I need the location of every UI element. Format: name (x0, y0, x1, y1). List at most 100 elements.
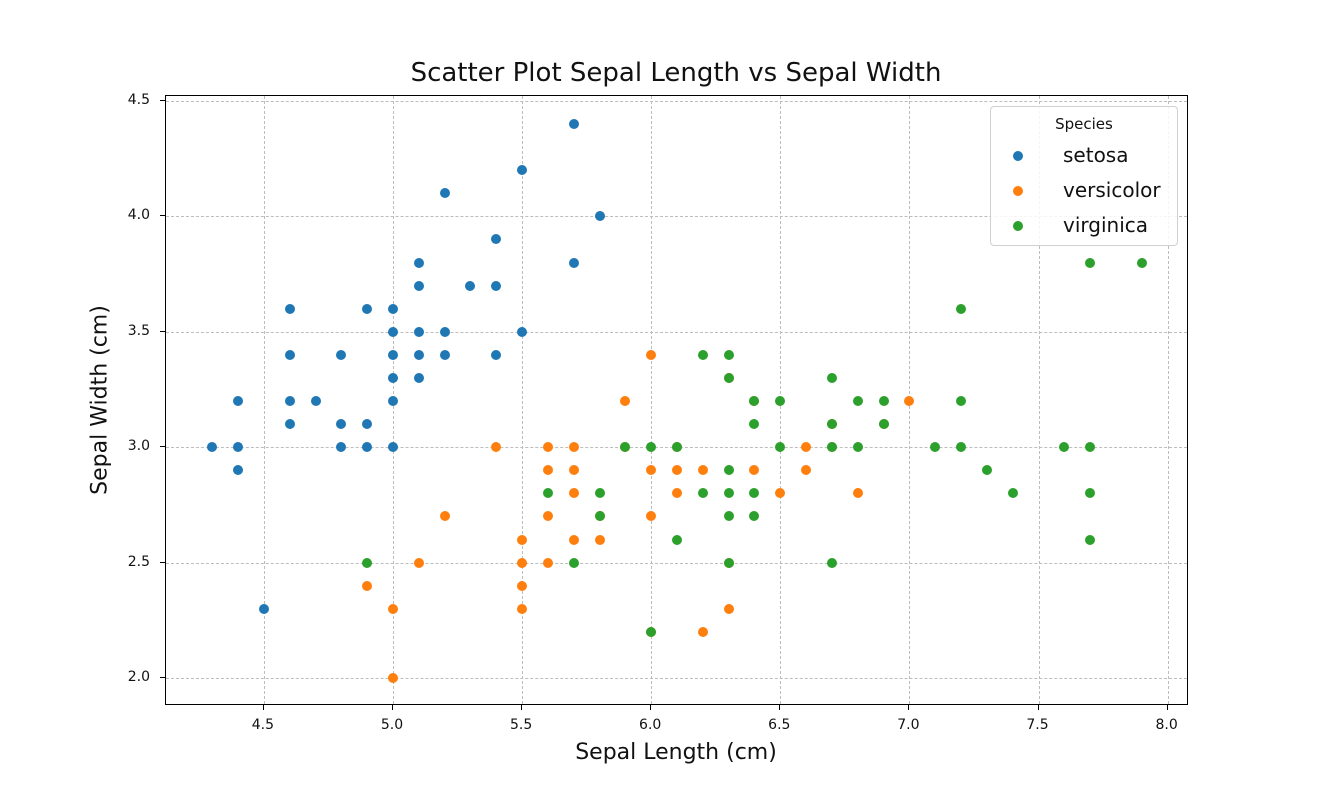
legend-item-virginica: virginica (991, 211, 1177, 241)
y-tick-label: 2.5 (127, 553, 150, 570)
data-point-versicolor (542, 465, 553, 476)
data-point-versicolor (542, 557, 553, 568)
x-tick-label: 5.5 (509, 717, 533, 733)
data-point-virginica (723, 372, 734, 383)
data-point-setosa (258, 603, 269, 614)
data-point-versicolor (491, 442, 502, 453)
y-tick-mark (160, 446, 165, 448)
x-tick-mark (521, 705, 523, 710)
data-point-setosa (336, 442, 347, 453)
data-point-versicolor (801, 442, 812, 453)
data-point-virginica (878, 419, 889, 430)
data-point-versicolor (542, 511, 553, 522)
data-point-virginica (697, 349, 708, 360)
x-tick-mark (650, 705, 652, 710)
x-gridline (651, 96, 653, 704)
data-point-virginica (826, 419, 837, 430)
data-point-setosa (336, 419, 347, 430)
data-point-setosa (517, 326, 528, 337)
data-point-versicolor (568, 488, 579, 499)
y-axis-label: Sepal Width (cm) (87, 305, 113, 495)
data-point-versicolor (697, 626, 708, 637)
data-point-versicolor (801, 465, 812, 476)
chart-title: Scatter Plot Sepal Length vs Sepal Width (410, 58, 942, 88)
data-point-versicolor (517, 534, 528, 545)
data-point-virginica (1085, 442, 1096, 453)
x-tick-mark (1166, 705, 1168, 710)
data-point-virginica (749, 488, 760, 499)
data-point-setosa (388, 349, 398, 360)
data-point-virginica (594, 511, 605, 522)
data-point-versicolor (388, 603, 398, 614)
x-tick-label: 4.5 (251, 717, 275, 733)
data-point-setosa (491, 280, 502, 291)
y-tick-mark (160, 100, 165, 101)
data-point-virginica (1085, 488, 1096, 499)
data-point-versicolor (646, 465, 657, 476)
data-point-versicolor (646, 349, 657, 360)
legend-item-setosa: setosa (991, 141, 1177, 171)
data-point-virginica (852, 396, 863, 407)
data-point-setosa (413, 257, 424, 268)
data-point-virginica (956, 303, 967, 314)
data-point-virginica (1007, 488, 1018, 499)
data-point-setosa (233, 396, 244, 407)
data-point-setosa (413, 326, 424, 337)
data-point-virginica (723, 465, 734, 476)
data-point-virginica (672, 534, 683, 545)
data-point-versicolor (672, 488, 683, 499)
data-point-virginica (981, 465, 992, 476)
data-point-virginica (1059, 442, 1070, 453)
data-point-setosa (568, 257, 579, 268)
data-point-versicolor (388, 673, 398, 683)
data-point-versicolor (594, 534, 605, 545)
data-point-virginica (956, 396, 967, 407)
data-point-setosa (517, 165, 528, 176)
data-point-setosa (310, 396, 321, 407)
data-point-versicolor (517, 603, 528, 614)
data-point-virginica (930, 442, 941, 453)
x-tick-label: 6.5 (768, 717, 791, 733)
data-point-setosa (491, 234, 502, 245)
x-axis-label: Sepal Length (cm) (575, 740, 777, 765)
x-tick-label: 5.0 (380, 717, 404, 733)
data-point-setosa (465, 280, 476, 291)
data-point-virginica (697, 488, 708, 499)
data-point-virginica (362, 557, 373, 568)
data-point-virginica (775, 396, 786, 407)
y-gridline (166, 101, 1187, 102)
data-point-virginica (826, 557, 837, 568)
y-gridline (166, 562, 1187, 564)
y-tick-mark (160, 677, 165, 678)
x-tick-label: 7.0 (897, 717, 920, 733)
data-point-versicolor (568, 442, 579, 453)
x-gridline (1038, 96, 1040, 704)
data-point-setosa (388, 396, 398, 407)
x-tick-mark (392, 705, 393, 710)
data-point-setosa (284, 396, 295, 407)
plot-area (165, 95, 1188, 705)
x-tick-mark (262, 705, 264, 710)
data-point-virginica (620, 442, 631, 453)
data-point-versicolor (672, 465, 683, 476)
data-point-virginica (646, 442, 657, 453)
data-point-virginica (672, 442, 683, 453)
y-gridline (166, 331, 1187, 333)
x-gridline (263, 96, 265, 704)
y-gridline (166, 216, 1187, 218)
y-tick-label: 2.0 (127, 669, 150, 685)
legend-label: virginica (1063, 213, 1148, 237)
data-point-versicolor (568, 465, 579, 476)
data-point-virginica (594, 488, 605, 499)
y-tick-mark (160, 561, 165, 563)
data-point-virginica (749, 419, 760, 430)
data-point-versicolor (620, 396, 631, 407)
data-point-setosa (388, 442, 398, 453)
data-point-virginica (646, 626, 657, 637)
data-point-setosa (362, 442, 373, 453)
data-point-setosa (594, 211, 605, 222)
data-point-versicolor (568, 534, 579, 545)
data-point-versicolor (775, 488, 786, 499)
legend-label: versicolor (1063, 178, 1161, 202)
data-point-virginica (749, 511, 760, 522)
